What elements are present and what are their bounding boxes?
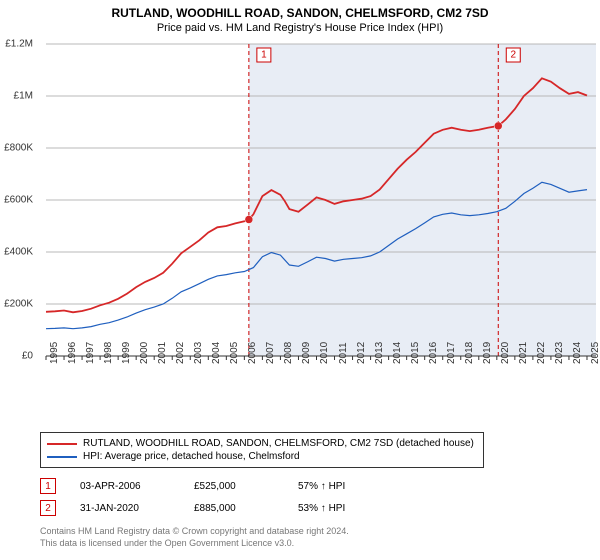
y-tick-label: £1.2M (5, 39, 33, 50)
x-tick-label: 2004 (211, 342, 222, 364)
legend-label-hpi: HPI: Average price, detached house, Chel… (83, 451, 300, 462)
y-tick-label: £1M (14, 91, 33, 102)
legend-swatch-property (47, 443, 77, 445)
legend: RUTLAND, WOODHILL ROAD, SANDON, CHELMSFO… (40, 432, 484, 468)
x-tick-label: 2007 (265, 342, 276, 364)
chart-container: RUTLAND, WOODHILL ROAD, SANDON, CHELMSFO… (0, 0, 600, 560)
x-tick-label: 2015 (410, 342, 421, 364)
chart-subtitle: Price paid vs. HM Land Registry's House … (0, 20, 600, 38)
x-tick-label: 2008 (283, 342, 294, 364)
x-tick-label: 2025 (590, 342, 600, 364)
x-tick-label: 2011 (338, 342, 349, 364)
x-tick-label: 2005 (229, 342, 240, 364)
sale-row-1: 1 03-APR-2006 £525,000 57% ↑ HPI (40, 478, 345, 494)
chart-area: 12 £0£200K£400K£600K£800K£1M£1.2M 199519… (38, 38, 598, 388)
x-tick-label: 2009 (301, 342, 312, 364)
x-tick-label: 2014 (392, 342, 403, 364)
footer: Contains HM Land Registry data © Crown c… (40, 526, 349, 549)
x-tick-label: 2019 (482, 342, 493, 364)
x-tick-label: 1999 (121, 342, 132, 364)
legend-swatch-hpi (47, 456, 77, 458)
sale-marker-1: 1 (40, 478, 56, 494)
x-tick-label: 2024 (572, 342, 583, 364)
x-tick-label: 2021 (518, 342, 529, 364)
x-tick-label: 2000 (139, 342, 150, 364)
legend-row-hpi: HPI: Average price, detached house, Chel… (47, 450, 477, 463)
x-tick-label: 2016 (428, 342, 439, 364)
sale-marker-2: 2 (40, 500, 56, 516)
x-tick-label: 2006 (247, 342, 258, 364)
x-tick-label: 1997 (85, 342, 96, 364)
sale-date: 03-APR-2006 (80, 481, 170, 492)
x-tick-label: 2013 (374, 342, 385, 364)
x-tick-label: 2003 (193, 342, 204, 364)
sale-dot-2 (494, 122, 502, 130)
x-tick-label: 2022 (536, 342, 547, 364)
sale-date: 31-JAN-2020 (80, 503, 170, 514)
x-tick-label: 1995 (49, 342, 60, 364)
sale-price: £885,000 (194, 503, 274, 514)
legend-row-property: RUTLAND, WOODHILL ROAD, SANDON, CHELMSFO… (47, 437, 477, 450)
legend-label-property: RUTLAND, WOODHILL ROAD, SANDON, CHELMSFO… (83, 438, 474, 449)
sale-dot-1 (245, 216, 253, 224)
marker-label-2: 2 (510, 50, 516, 61)
y-tick-label: £200K (4, 299, 33, 310)
x-tick-label: 2020 (500, 342, 511, 364)
y-tick-label: £800K (4, 143, 33, 154)
sale-row-2: 2 31-JAN-2020 £885,000 53% ↑ HPI (40, 500, 345, 516)
x-tick-label: 2010 (319, 342, 330, 364)
x-tick-label: 2001 (157, 342, 168, 364)
sale-pct: 57% ↑ HPI (298, 481, 345, 492)
x-tick-label: 2023 (554, 342, 565, 364)
y-tick-label: £400K (4, 247, 33, 258)
sale-pct: 53% ↑ HPI (298, 503, 345, 514)
footer-line2: This data is licensed under the Open Gov… (40, 538, 349, 550)
x-tick-label: 1998 (103, 342, 114, 364)
x-tick-label: 2017 (446, 342, 457, 364)
x-tick-label: 1996 (67, 342, 78, 364)
marker-label-1: 1 (261, 50, 267, 61)
x-tick-label: 2018 (464, 342, 475, 364)
chart-title: RUTLAND, WOODHILL ROAD, SANDON, CHELMSFO… (0, 0, 600, 20)
footer-line1: Contains HM Land Registry data © Crown c… (40, 526, 349, 538)
x-tick-label: 2002 (175, 342, 186, 364)
x-tick-label: 2012 (356, 342, 367, 364)
plot-svg: 12 (38, 38, 598, 388)
y-tick-label: £600K (4, 195, 33, 206)
y-tick-label: £0 (22, 351, 33, 362)
sale-price: £525,000 (194, 481, 274, 492)
